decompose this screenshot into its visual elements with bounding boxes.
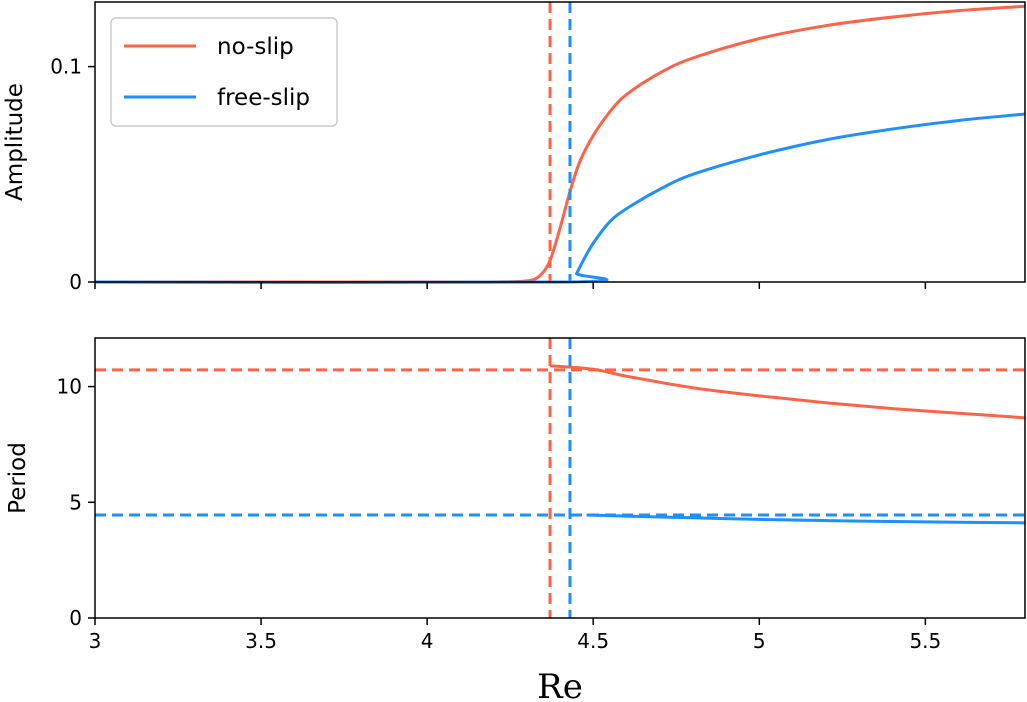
period-xtick-label-1: 3.5	[245, 629, 277, 653]
amplitude-ytick-label-1: 0.1	[50, 55, 82, 79]
amplitude-ylabel: Amplitude	[2, 83, 28, 201]
period-xtick-label-4: 5	[753, 629, 766, 653]
period-panel: 3 3.5 4 4.5 5 5.5 0 5 10 Period Re	[5, 337, 1026, 702]
legend-label-no-slip: no-slip	[217, 34, 294, 60]
period-ytick-label-2: 10	[57, 375, 82, 399]
amplitude-plot-frame	[94, 1, 1026, 283]
period-xtick-label-2: 4	[421, 629, 434, 653]
period-xtick-label-3: 4.5	[577, 629, 609, 653]
amplitude-ytick-label-0: 0	[69, 270, 82, 294]
period-xlabel: Re	[537, 667, 583, 702]
period-xtick-label-5: 5.5	[909, 629, 941, 653]
legend-label-free-slip: free-slip	[217, 85, 310, 111]
period-ytick-label-0: 0	[69, 606, 82, 630]
amplitude-panel: 0 0.1 Amplitude no-slip free-slip	[2, 1, 1026, 294]
period-ylabel: Period	[5, 442, 31, 514]
period-series-free-slip	[586, 513, 1026, 525]
period-xtick-label-0: 3	[89, 629, 102, 653]
period-plot-frame	[94, 337, 1026, 619]
period-ytick-label-1: 5	[69, 490, 82, 514]
legend: no-slip free-slip	[110, 17, 338, 127]
amplitude-series-free-slip	[94, 112, 1026, 285]
period-series-no-slip	[549, 364, 1026, 420]
